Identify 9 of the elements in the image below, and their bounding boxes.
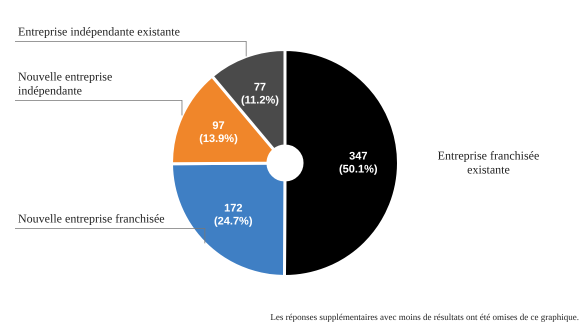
text: Les réponses supplémentaires avec moins de résultats ont été omises de ce graphique. [270,312,579,322]
slice-label: Entreprise indépendante existante [18,24,180,38]
data-label: 77 (11.2%) [240,82,280,107]
slice-label: Entreprise franchisée existante [438,148,540,176]
data-label: 172 (24.7%) [214,202,253,228]
data-label: 347 (50.1%) [338,150,378,176]
data-label: 97 (13.9%) [199,120,238,145]
slice-label: Nouvelle entreprise franchisée [18,211,165,226]
slice-label: Nouvelle entreprise indépendante [18,69,112,98]
